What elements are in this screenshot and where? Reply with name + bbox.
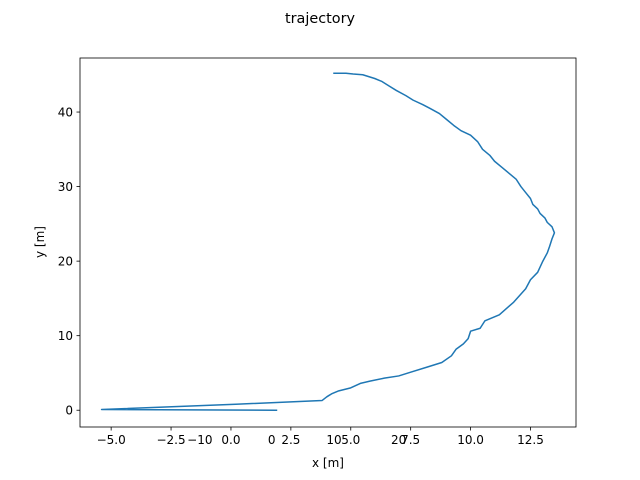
series-layer <box>100 72 556 411</box>
y-axis: 0 10 20 30 40 <box>58 105 80 418</box>
chart-title: trajectory <box>285 11 356 27</box>
x-tick-label: 12.5 <box>517 433 544 447</box>
x-tick-label: −5.0 <box>97 433 126 447</box>
y-tick-label: 0 <box>65 404 73 418</box>
x-axis: −5.0 −2.5 0.0 2.5 5.0 7.5 10.0 12.5 −10 0 10 20 <box>97 427 544 447</box>
trajectory-line <box>100 72 556 411</box>
y-tick-label: 20 <box>58 254 73 268</box>
x-tick-label: 5.0 <box>341 433 360 447</box>
x-tick-label-overlay: 20 <box>391 433 406 447</box>
x-tick-label: −2.5 <box>156 433 185 447</box>
x-tick-label: 7.5 <box>401 433 420 447</box>
x-axis-label: x [m] <box>312 456 344 470</box>
x-tick-label: 2.5 <box>281 433 300 447</box>
x-tick-label-overlay: −10 <box>187 433 212 447</box>
x-tick-label: 10.0 <box>457 433 484 447</box>
y-tick-label: 30 <box>58 180 73 194</box>
x-tick-label-overlay: 0 <box>268 433 276 447</box>
x-tick-label-overlay: 10 <box>326 433 341 447</box>
plot-frame <box>79 57 577 428</box>
y-axis-label: y [m] <box>33 226 47 258</box>
x-tick-label: 0.0 <box>221 433 240 447</box>
y-tick-label: 10 <box>58 329 73 343</box>
y-tick-label: 40 <box>58 105 73 119</box>
